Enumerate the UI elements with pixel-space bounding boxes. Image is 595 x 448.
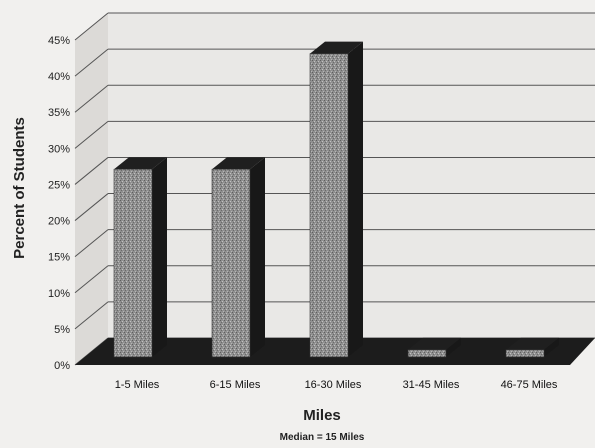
gridline-side (74, 84, 109, 113)
gridline-side (74, 120, 109, 149)
bar-top (408, 337, 461, 350)
bars (113, 41, 559, 358)
y-axis-title: Percent of Students (11, 117, 28, 259)
bar (407, 349, 447, 358)
x-category-label: 6-15 Miles (210, 379, 261, 391)
gridline-side (74, 229, 109, 258)
gridline-side (74, 157, 109, 185)
bar (505, 349, 545, 358)
bar-top (310, 41, 363, 54)
y-axis-ticks: 0% 5% 10% 15% 20% 25% 30% 35% 40% 45% (48, 35, 70, 372)
x-axis-categories: 1-5 Miles 6-15 Miles 16-30 Miles 31-45 Mile… (115, 379, 558, 391)
y-tick-label: 30% (48, 143, 70, 155)
bar-side (250, 157, 265, 357)
bar (309, 53, 349, 358)
x-axis-title: Miles (303, 407, 341, 424)
side-wall (75, 13, 108, 365)
y-tick-label: 10% (48, 288, 70, 300)
y-tick-label: 15% (48, 252, 70, 264)
bar-top (212, 157, 265, 170)
gridline-side (74, 193, 109, 221)
bar-top (114, 157, 167, 170)
bar (211, 168, 251, 358)
y-tick-label: 45% (48, 35, 70, 47)
bar-side (152, 157, 167, 357)
y-tick-label: 0% (54, 360, 70, 372)
gridline-side (74, 301, 109, 330)
gridline-side (74, 265, 109, 294)
gridline-side (74, 12, 109, 41)
x-category-label: 16-30 Miles (305, 379, 362, 391)
x-category-label: 1-5 Miles (115, 379, 160, 391)
x-category-label: 46-75 Miles (501, 379, 558, 391)
bar (113, 168, 153, 358)
bar-side (544, 337, 559, 357)
bar-side (348, 41, 363, 358)
y-tick-label: 20% (48, 216, 70, 228)
bar-top (506, 337, 559, 350)
y-tick-label: 35% (48, 107, 70, 119)
y-tick-label: 5% (54, 324, 70, 336)
y-tick-label: 25% (48, 179, 70, 191)
median-note: Median = 15 Miles (280, 432, 365, 443)
x-category-label: 31-45 Miles (403, 379, 460, 391)
bar-side (446, 337, 461, 357)
gridline-side (74, 48, 109, 77)
y-tick-label: 40% (48, 71, 70, 83)
